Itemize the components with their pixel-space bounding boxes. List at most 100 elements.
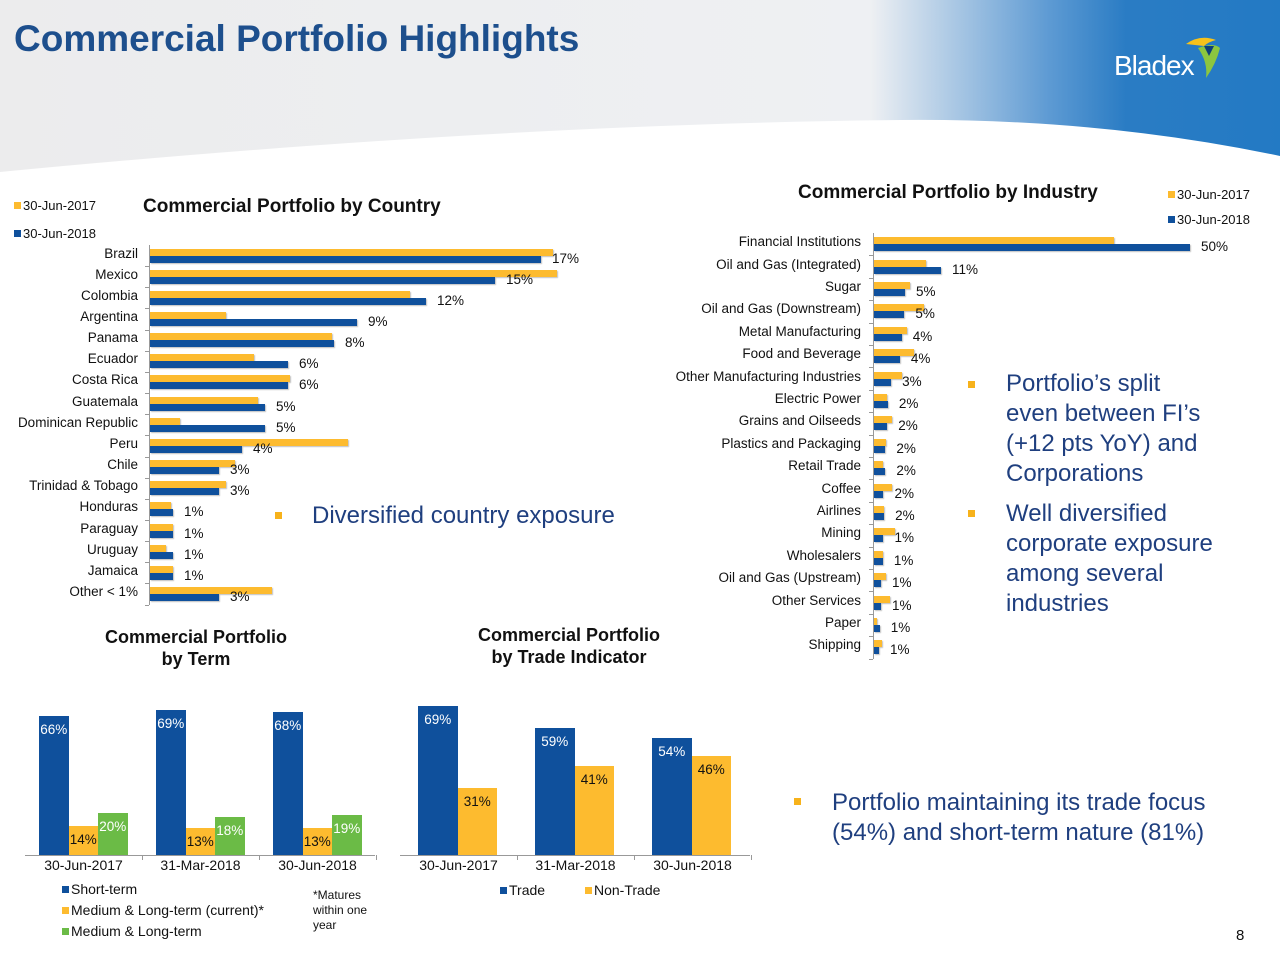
bar-2017 — [874, 326, 907, 334]
bar-2018 — [874, 356, 900, 364]
data-label: 4% — [910, 351, 931, 367]
legend-swatch — [1168, 216, 1175, 223]
axis-tick — [145, 541, 149, 543]
bar-2017 — [874, 394, 888, 401]
bar-2018 — [150, 424, 265, 432]
category-label: Brazil — [104, 245, 138, 261]
data-label: 1% — [890, 642, 910, 658]
axis-tick — [869, 277, 873, 279]
country-chart-title: Commercial Portfolio by Country — [143, 196, 441, 217]
category-label: Jamaica — [87, 562, 138, 578]
category-label: Colombia — [80, 287, 138, 303]
data-label: 2% — [896, 463, 916, 479]
category-label: Uruguay — [86, 541, 138, 557]
bar-2017 — [150, 396, 259, 404]
category-label: Panama — [87, 330, 138, 346]
axis-tick — [145, 308, 149, 310]
bar-2018 — [874, 266, 941, 274]
data-label: 13% — [186, 833, 214, 849]
data-label: 66% — [40, 722, 68, 738]
trade-chart-title: Commercial Portfolio by Trade Indicator — [477, 625, 661, 667]
axis-tick — [145, 329, 149, 331]
category-label: Costa Rica — [71, 372, 138, 388]
bar-2017 — [874, 416, 893, 424]
axis-tick — [869, 457, 873, 458]
axis-tick — [376, 855, 377, 860]
bar-2018 — [874, 625, 880, 632]
category-label: Other Services — [771, 592, 861, 608]
bar-2017 — [150, 565, 173, 573]
category-label: Trinidad & Tobago — [29, 478, 138, 494]
axis-line — [400, 855, 750, 856]
bar-2018 — [874, 535, 884, 543]
industry-chart-title: Commercial Portfolio by Industry — [798, 182, 1098, 203]
term-legend-medium-current: Medium & Long-term (current)* — [62, 902, 264, 918]
data-label: 59% — [541, 733, 569, 749]
industry-bullet-1: Portfolio’s split even between FI’s (+12 p… — [1006, 370, 1201, 487]
data-label: 15% — [506, 271, 534, 287]
data-label: 13% — [303, 833, 331, 849]
bullet-icon — [968, 381, 975, 388]
bar-2017 — [150, 460, 236, 468]
data-label: 3% — [230, 462, 250, 478]
category-label: Honduras — [79, 499, 138, 515]
bar-medium-long-term — [215, 817, 245, 855]
bar-2017 — [874, 573, 886, 581]
bar-2018 — [150, 572, 173, 580]
legend-swatch — [14, 202, 21, 209]
bar-2018 — [874, 647, 880, 655]
bar-medium-long-term-current- — [302, 827, 332, 855]
axis-tick — [145, 604, 149, 606]
category-label: Wholesalers — [786, 547, 861, 563]
category-label: Airlines — [816, 503, 861, 518]
axis-tick — [869, 546, 873, 548]
x-tick-label: 30-Jun-2018 — [278, 857, 357, 873]
data-label: 11% — [951, 261, 979, 277]
axis-tick — [869, 322, 873, 324]
data-label: 1% — [893, 552, 914, 568]
axis-tick — [869, 658, 873, 660]
bar-2018 — [150, 361, 288, 369]
data-label: 1% — [184, 567, 204, 583]
category-label: Chile — [107, 457, 138, 473]
axis-tick — [517, 855, 518, 860]
category-label: Mexico — [95, 266, 138, 282]
bar-short-term — [273, 712, 303, 855]
x-tick-label: 30-Jun-2017 — [44, 857, 123, 873]
data-label: 18% — [216, 823, 244, 839]
axis-line — [149, 245, 150, 605]
axis-tick — [869, 255, 873, 257]
bar-medium-long-term-current- — [185, 827, 215, 855]
axis-tick — [869, 300, 873, 302]
axis-tick — [869, 591, 873, 593]
term-chart-title: Commercial Portfolio by Term — [104, 627, 288, 669]
category-label: Shipping — [808, 637, 861, 653]
axis-tick — [145, 562, 149, 564]
axis-tick — [145, 498, 149, 500]
bar-2017 — [150, 290, 410, 298]
bar-2017 — [150, 586, 272, 594]
data-label: 46% — [697, 761, 725, 777]
axis-tick — [869, 524, 873, 526]
category-label: Coffee — [821, 480, 861, 496]
category-label: Other Manufacturing Industries — [675, 368, 861, 384]
bar-2017 — [150, 544, 167, 552]
page-title: Commercial Portfolio Highlights — [14, 18, 580, 59]
bar-2018 — [150, 551, 173, 559]
data-label: 1% — [890, 620, 911, 635]
category-label: Dominican Republic — [17, 414, 138, 430]
data-label: 5% — [915, 306, 935, 322]
x-tick-label: 31-Mar-2018 — [160, 857, 241, 873]
bar-2018 — [874, 468, 886, 476]
data-label: 5% — [915, 284, 936, 299]
category-label: Sugar — [824, 279, 861, 294]
industry-legend-2017: 30-Jun-2017 — [1168, 187, 1250, 202]
data-label: 1% — [891, 575, 912, 591]
category-label: Financial Institutions — [738, 234, 861, 250]
bar-2017 — [874, 349, 915, 357]
bar-non-trade — [457, 788, 497, 855]
bar-2018 — [874, 333, 902, 341]
axis-tick — [145, 519, 149, 521]
axis-tick — [869, 367, 873, 369]
category-label: Other < 1% — [69, 583, 138, 599]
